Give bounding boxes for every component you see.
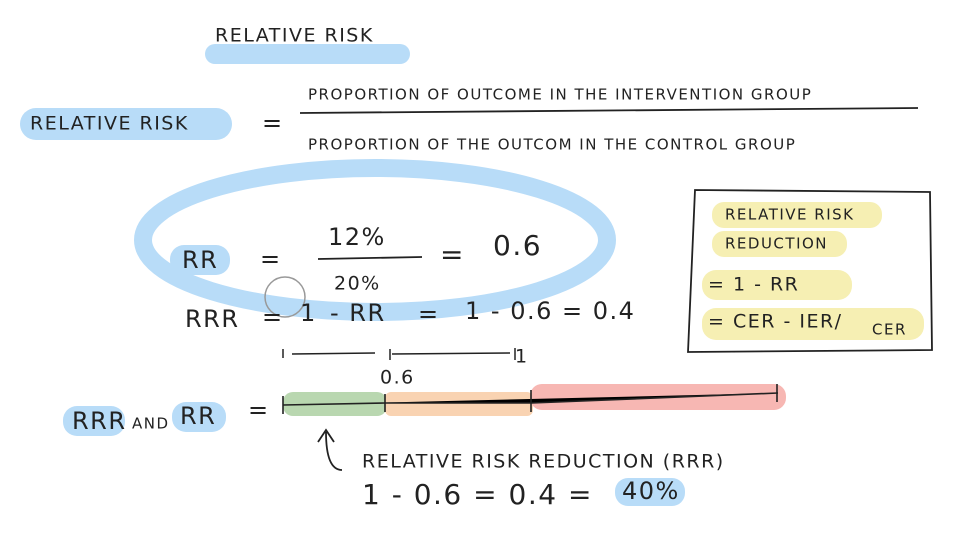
arrow	[317, 428, 343, 471]
result: 0.6	[493, 229, 542, 262]
equals: =	[262, 109, 284, 137]
rr-highlight	[172, 402, 226, 432]
fraction-line	[299, 107, 919, 114]
box-highlight	[712, 231, 847, 257]
numerator: PROPORTION OF OUTCOME IN THE INTERVENTIO…	[308, 86, 812, 104]
scale-label: 0.6	[380, 367, 415, 389]
term: RELATIVE RISK	[30, 113, 189, 135]
box-highlight	[702, 270, 852, 300]
rr-term: RR	[182, 246, 218, 274]
title-highlight	[205, 44, 410, 64]
rr-circle	[134, 159, 616, 321]
fraction-line	[317, 256, 423, 260]
annotation-result: 40%	[622, 477, 680, 505]
one: 1	[300, 299, 317, 327]
annotation-calculation: 1 - 0.6 = 0.4 =	[362, 478, 593, 511]
and: AND	[132, 415, 170, 433]
formula-box	[687, 189, 933, 353]
equals: =	[260, 245, 282, 273]
scale	[282, 348, 516, 360]
box-formula: = CER - IER/	[708, 311, 843, 333]
equals: =	[418, 300, 440, 328]
term-highlight	[20, 108, 232, 140]
rrr-term: RRR	[185, 305, 240, 333]
bar-rrr	[385, 392, 533, 416]
annotation-label: RELATIVE RISK REDUCTION (RRR)	[362, 451, 725, 473]
equals: =	[262, 303, 284, 331]
rrr-term: RRR	[72, 407, 127, 435]
result-highlight	[615, 478, 685, 506]
box-formula: = 1 - RR	[708, 274, 799, 296]
equals: =	[440, 238, 465, 271]
box-title: REDUCTION	[725, 235, 828, 253]
bar-line	[282, 384, 779, 414]
box-highlight	[712, 202, 882, 228]
numerator: 12%	[328, 223, 386, 251]
denominator: 20%	[334, 273, 381, 295]
rrr-highlight	[63, 406, 125, 436]
minus-rr: - RR	[330, 299, 386, 327]
rr-highlight	[170, 245, 230, 275]
title: RELATIVE RISK	[215, 25, 374, 47]
rr-term: RR	[180, 402, 216, 430]
denominator: PROPORTION OF THE OUTCOM IN THE CONTROL …	[308, 136, 796, 154]
cursor-circle	[264, 276, 306, 318]
box-title: RELATIVE RISK	[725, 206, 855, 224]
scale-label: 1	[515, 346, 529, 368]
equals: =	[248, 396, 270, 424]
box-subscript: CER	[872, 321, 907, 339]
calculation: 1 - 0.6 = 0.4	[465, 297, 635, 325]
box-highlight	[702, 308, 924, 340]
